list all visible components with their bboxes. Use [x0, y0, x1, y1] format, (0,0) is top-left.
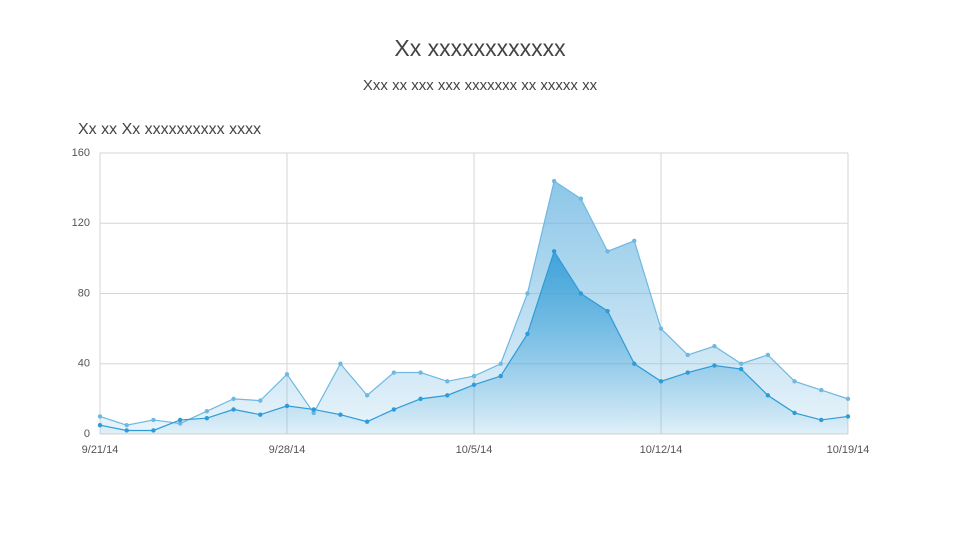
point	[418, 396, 423, 402]
point	[498, 373, 503, 379]
point	[685, 352, 690, 358]
point	[738, 361, 744, 366]
point	[605, 308, 610, 314]
point	[445, 393, 450, 398]
point	[632, 361, 637, 366]
title: Xx xxxxxxxxxxxx	[394, 35, 566, 61]
area	[100, 181, 848, 434]
x-tick-label: 9/21/14	[82, 444, 119, 456]
point	[204, 408, 210, 414]
point	[658, 326, 664, 331]
point	[658, 379, 664, 384]
point	[338, 412, 343, 417]
point	[525, 291, 530, 296]
point	[578, 291, 584, 296]
point	[578, 196, 584, 201]
point	[819, 417, 824, 423]
point	[498, 361, 503, 366]
point	[124, 423, 129, 428]
chart-title: Xx xx Xx xxxxxxxxxx xxxx	[78, 121, 261, 138]
point	[338, 361, 343, 366]
point	[364, 393, 370, 398]
x-tick-label: 10/12/14	[640, 444, 683, 456]
point	[418, 370, 423, 375]
point	[712, 363, 717, 368]
point	[765, 393, 771, 398]
point	[792, 410, 797, 416]
point	[311, 407, 316, 412]
point	[685, 370, 690, 375]
point	[845, 414, 851, 419]
point	[551, 178, 557, 184]
subtitle: Xxx xx xxx xxx xxxxxxx xx xxxxx xx	[363, 77, 598, 94]
point	[525, 331, 530, 337]
point	[204, 415, 210, 421]
point	[845, 396, 851, 402]
point	[124, 428, 129, 433]
x-tick-label: 9/28/14	[269, 444, 306, 456]
y-tick-label: 160	[72, 147, 90, 159]
y-tick-label: 120	[72, 217, 90, 229]
point	[765, 352, 771, 358]
point	[471, 382, 477, 388]
point	[738, 366, 744, 372]
point	[632, 238, 637, 244]
x-tick-label: 10/5/14	[456, 444, 493, 456]
point	[231, 407, 236, 412]
point	[151, 417, 156, 423]
x-tick-label: 10/19/14	[827, 444, 870, 456]
y-tick-label: 0	[84, 428, 90, 440]
point	[151, 428, 156, 433]
y-tick-label: 80	[78, 287, 90, 299]
point	[97, 414, 103, 419]
point	[792, 379, 797, 384]
point	[551, 249, 557, 254]
point	[445, 379, 450, 384]
point	[284, 372, 290, 377]
point	[605, 249, 610, 254]
point	[819, 387, 824, 393]
point	[391, 370, 397, 375]
point	[364, 419, 370, 424]
point	[391, 407, 397, 412]
y-tick-label: 40	[78, 358, 90, 370]
point	[97, 423, 103, 428]
point	[471, 373, 477, 379]
area	[100, 251, 848, 434]
point	[177, 417, 183, 423]
point	[284, 403, 290, 409]
point	[712, 343, 717, 349]
point	[231, 396, 236, 402]
point	[258, 398, 263, 403]
point	[258, 412, 263, 417]
